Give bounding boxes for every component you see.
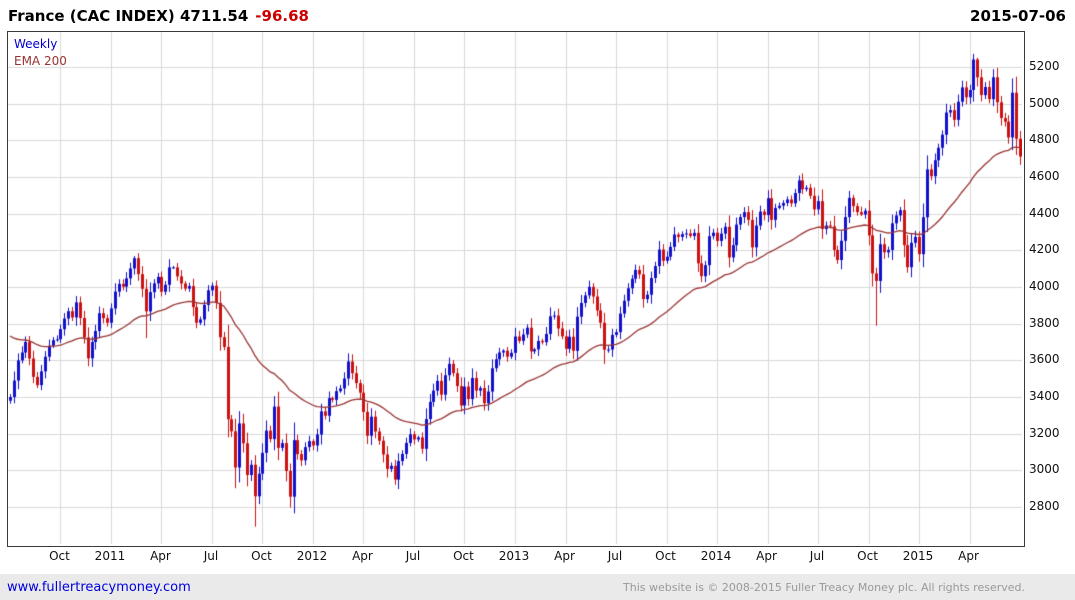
y-tick-label: 4000 xyxy=(1029,278,1060,293)
price-chart-canvas xyxy=(8,32,1022,544)
copyright-text: This website is © 2008-2015 Fuller Treac… xyxy=(623,580,1025,594)
x-tick-label: 2012 xyxy=(296,549,328,563)
y-tick-label: 5000 xyxy=(1029,95,1060,110)
footer-bar: www.fullertreacymoney.com This website i… xyxy=(0,574,1075,600)
chart-title: France (CAC INDEX) 4711.54 -96.68 xyxy=(8,7,309,25)
x-tick-label: 2013 xyxy=(498,549,530,563)
y-tick-label: 3200 xyxy=(1029,425,1060,440)
legend-weekly-label: Weekly xyxy=(14,37,58,51)
x-tick-label: Apr xyxy=(756,549,777,563)
x-tick-label: Apr xyxy=(958,549,979,563)
x-tick-label: 2015 xyxy=(902,549,934,563)
x-tick-label: Apr xyxy=(554,549,575,563)
x-tick-label: Jul xyxy=(809,549,825,563)
x-tick-label: Oct xyxy=(453,549,474,563)
y-axis: 2800 3000 3200 3400 3600 3800 4000 4200 4400 4600… xyxy=(1029,31,1075,547)
x-tick-label: Jul xyxy=(203,549,219,563)
chart-legend: Weekly EMA 200 xyxy=(14,36,67,70)
x-tick-label: Apr xyxy=(352,549,373,563)
y-tick-label: 3000 xyxy=(1029,462,1060,477)
y-tick-label: 3800 xyxy=(1029,315,1060,330)
legend-ema-label: EMA 200 xyxy=(14,54,67,68)
y-tick-label: 3600 xyxy=(1029,352,1060,367)
x-tick-label: Oct xyxy=(251,549,272,563)
x-tick-label: 2014 xyxy=(700,549,732,563)
chart-date: 2015-07-06 xyxy=(970,7,1066,25)
x-tick-label: Jul xyxy=(607,549,623,563)
chart-plot: Weekly EMA 200 xyxy=(7,31,1025,547)
x-tick-label: Oct xyxy=(857,549,878,563)
x-tick-label: Oct xyxy=(655,549,676,563)
x-tick-label: Oct xyxy=(49,549,70,563)
x-tick-label: Jul xyxy=(405,549,421,563)
y-tick-label: 3400 xyxy=(1029,389,1060,404)
y-tick-label: 5200 xyxy=(1029,58,1060,73)
x-tick-label: Apr xyxy=(150,549,171,563)
website-link[interactable]: www.fullertreacymoney.com xyxy=(7,579,191,595)
y-tick-label: 4600 xyxy=(1029,168,1060,183)
price-change: -96.68 xyxy=(255,7,309,25)
y-tick-label: 4200 xyxy=(1029,242,1060,257)
x-axis: Oct 2011 Apr Jul Oct 2012 Apr Jul Oct 2013 Apr Jul O… xyxy=(7,549,1025,565)
y-tick-label: 4800 xyxy=(1029,132,1060,147)
x-tick-label: 2011 xyxy=(94,549,126,563)
y-tick-label: 4400 xyxy=(1029,205,1060,220)
instrument-title: France (CAC INDEX) 4711.54 xyxy=(8,7,249,25)
y-tick-label: 2800 xyxy=(1029,499,1060,514)
